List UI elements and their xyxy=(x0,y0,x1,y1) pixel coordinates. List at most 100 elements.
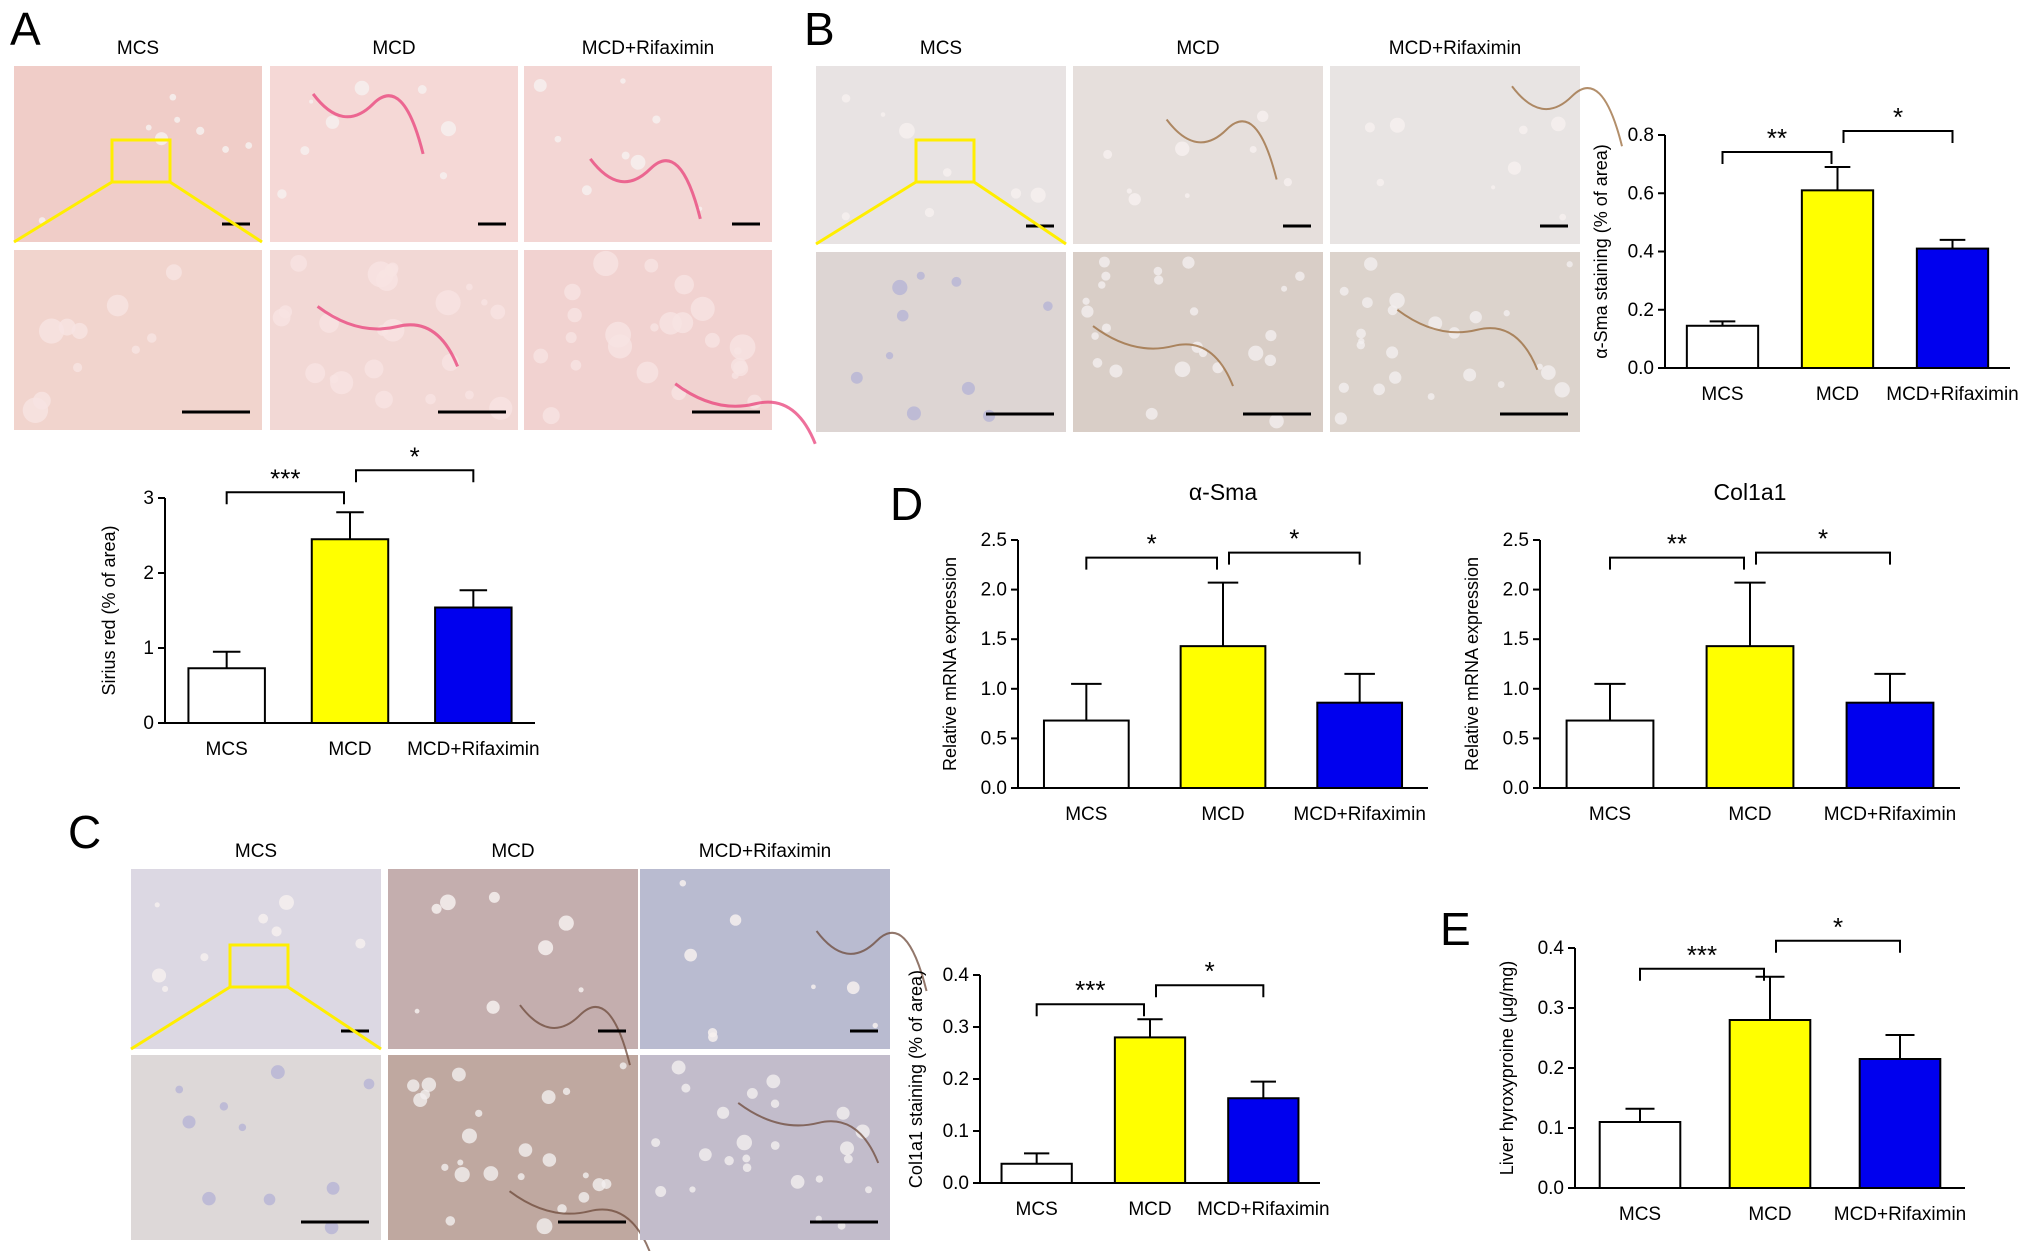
tissue-cell xyxy=(263,1193,276,1206)
tissue-cell xyxy=(855,1124,870,1139)
significance-label: ** xyxy=(1767,123,1787,153)
chart-title: α-Sma xyxy=(1189,479,1257,505)
tissue-vessel xyxy=(1126,188,1132,194)
tissue-cell xyxy=(1248,345,1264,361)
y-tick-label: 2.0 xyxy=(981,580,1007,601)
tissue-vessel xyxy=(162,985,169,993)
chart-asma-mrna: 0.0 0.5 1.0 1.5 2.0 2.5 Relative mRNA expressi… xyxy=(940,479,1428,825)
significance-bracket xyxy=(1755,551,1891,565)
chart-asma-staining: 0.0 0.2 0.4 0.6 0.8 α-Sma staining (% of area… xyxy=(1591,102,2019,405)
tissue-cell xyxy=(1554,382,1570,398)
tissue-cell xyxy=(384,263,398,277)
tissue-cell xyxy=(454,1166,470,1183)
bar-mcd xyxy=(1800,189,1875,369)
tissue-cell xyxy=(490,304,506,320)
zoom-line xyxy=(13,180,113,244)
bar-mcs xyxy=(1042,719,1130,790)
zoom-line xyxy=(130,985,231,1051)
significance-bracket xyxy=(1228,551,1361,565)
tissue-cell xyxy=(1362,297,1373,308)
tissue-vessel xyxy=(811,984,816,990)
tissue-cell xyxy=(290,254,308,272)
stain-streak xyxy=(737,1102,880,1164)
micrograph-column-title: MCD+Rifaximin xyxy=(582,38,715,59)
tissue-cell xyxy=(1264,354,1277,366)
bar-mcs xyxy=(1685,324,1760,369)
tissue-cell xyxy=(704,332,720,348)
category-label: MCS xyxy=(1619,1204,1661,1225)
tissue-vessel xyxy=(1551,116,1566,132)
micrograph-column-title: MCD xyxy=(491,841,534,862)
tissue-cell xyxy=(1269,413,1284,429)
tissue-vessel xyxy=(271,926,282,937)
tissue-vessel xyxy=(300,146,310,156)
tissue-vessel xyxy=(1184,193,1190,199)
inset-box xyxy=(110,138,172,184)
tissue-vessel xyxy=(1389,117,1405,133)
tissue-cell xyxy=(570,359,582,371)
micrograph-top xyxy=(388,869,638,1049)
significance-bracket xyxy=(1639,967,1765,981)
tissue-vessel xyxy=(1257,110,1269,123)
category-label: MCS xyxy=(1016,1199,1058,1220)
significance-label: * xyxy=(1147,529,1157,559)
y-axis-label: Relative mRNA expression xyxy=(940,557,960,771)
tissue-vessel xyxy=(729,914,742,926)
tissue-vessel xyxy=(708,1032,718,1043)
tissue-cell xyxy=(770,1099,780,1108)
y-axis-label: α-Sma staining (% of area) xyxy=(1591,144,1611,359)
y-tick-label: 0.0 xyxy=(981,778,1007,799)
tissue-cell xyxy=(562,1087,571,1096)
tissue-vessel xyxy=(558,915,574,931)
tissue-cell xyxy=(1428,316,1443,331)
tissue-cell xyxy=(1189,307,1199,316)
micrograph-top xyxy=(131,869,381,1049)
zoom-line xyxy=(815,180,917,246)
tissue-vessel xyxy=(309,99,314,104)
y-tick-label: 0.2 xyxy=(943,1069,969,1090)
tissue-vessel xyxy=(154,902,160,908)
tissue-vessel xyxy=(841,212,850,221)
tissue-cell xyxy=(489,396,513,420)
category-label: MCS xyxy=(1701,384,1743,405)
tissue-cell xyxy=(892,279,908,296)
panel-letter-c: C xyxy=(68,806,101,858)
tissue-vessel xyxy=(1507,161,1522,175)
tissue-cell xyxy=(517,1173,525,1181)
tissue-vessel xyxy=(1010,188,1022,199)
y-tick-label: 2.0 xyxy=(1503,580,1529,601)
tissue-vessel xyxy=(486,1000,500,1014)
tissue-cell xyxy=(843,1154,853,1164)
tissue-cell xyxy=(815,1215,822,1222)
tissue-vessel xyxy=(1103,149,1113,159)
tissue-vessel xyxy=(169,93,177,101)
tissue-cell xyxy=(270,1065,285,1080)
tissue-vessel xyxy=(325,115,340,129)
micrograph-grid-c: MCS MCD MCD+Rifaximin xyxy=(130,841,928,1251)
tissue-cell xyxy=(731,371,739,380)
tissue-cell xyxy=(1098,256,1110,268)
significance-label: * xyxy=(410,441,420,471)
tissue-cell xyxy=(319,313,339,333)
tissue-vessel xyxy=(279,894,294,910)
tissue-vessel xyxy=(872,1022,878,1029)
tissue-cell xyxy=(671,1060,686,1075)
tissue-cell xyxy=(1281,285,1288,292)
stain-streak xyxy=(1511,85,1623,147)
category-label: MCD+Rifaximin xyxy=(1886,384,2019,405)
tissue-cell xyxy=(165,264,182,281)
y-tick-label: 0.0 xyxy=(1538,1178,1564,1199)
y-tick-label: 0.1 xyxy=(1538,1118,1564,1139)
y-tick-label: 0.0 xyxy=(943,1173,969,1194)
tissue-cell xyxy=(420,1089,431,1100)
significance-label: ** xyxy=(1667,529,1687,559)
tissue-vessel xyxy=(258,913,269,924)
tissue-vessel xyxy=(880,112,886,117)
tissue-cell xyxy=(1174,361,1191,378)
tissue-cell xyxy=(885,352,894,360)
category-label: MCD+Rifaximin xyxy=(1293,804,1426,825)
tissue-vessel xyxy=(174,116,181,123)
stain-streak xyxy=(589,157,702,220)
tissue-cell xyxy=(689,1186,696,1193)
stain-streak xyxy=(815,930,928,992)
